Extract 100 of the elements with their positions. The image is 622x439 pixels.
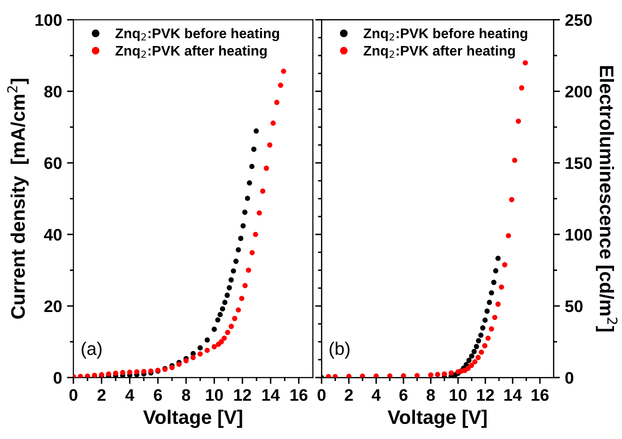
point xyxy=(374,374,379,378)
point xyxy=(502,262,508,268)
point xyxy=(249,164,254,170)
point xyxy=(280,68,286,74)
x-tick-label: 4 xyxy=(125,389,134,401)
point xyxy=(509,197,514,202)
point xyxy=(239,296,244,302)
x-axis-title: Voltage [V] xyxy=(388,410,487,428)
point xyxy=(474,344,480,350)
point xyxy=(274,100,280,105)
point xyxy=(224,292,230,298)
x-tick-label: 6 xyxy=(154,389,162,401)
x-tick-label: 10 xyxy=(206,389,223,401)
y-tick-label: 40 xyxy=(44,228,62,241)
point xyxy=(476,338,482,344)
point xyxy=(252,232,258,238)
y2-tick-label: 200 xyxy=(565,86,592,98)
point xyxy=(270,120,276,126)
point xyxy=(222,300,228,306)
x-tick-label: 10 xyxy=(450,389,467,401)
point xyxy=(220,306,226,312)
point xyxy=(326,374,331,378)
point xyxy=(332,374,338,378)
point xyxy=(232,316,238,322)
point xyxy=(484,308,490,314)
point xyxy=(254,128,259,134)
point xyxy=(264,166,269,171)
point xyxy=(472,348,477,354)
y2-tick-label: 250 xyxy=(565,14,592,26)
y2-tick-label: 0 xyxy=(565,372,574,384)
point xyxy=(256,210,262,216)
x-tick-label: 2 xyxy=(98,389,106,401)
point xyxy=(183,358,189,364)
point xyxy=(428,372,434,378)
point xyxy=(414,372,420,378)
point xyxy=(522,60,528,66)
point xyxy=(198,351,203,357)
point xyxy=(240,223,246,228)
point xyxy=(215,317,220,323)
point xyxy=(466,366,471,371)
point xyxy=(204,337,210,343)
x-tick-label: 12 xyxy=(477,389,494,401)
y-tick-label: 0 xyxy=(54,372,62,384)
point xyxy=(246,180,252,186)
point xyxy=(218,312,223,318)
point xyxy=(498,284,504,290)
point xyxy=(244,196,250,201)
point xyxy=(482,318,488,323)
point xyxy=(141,368,146,374)
y-tick-label: 100 xyxy=(36,14,62,26)
point xyxy=(466,358,472,363)
point xyxy=(442,371,447,377)
x-tick-label: 8 xyxy=(182,389,190,401)
point xyxy=(212,326,217,332)
point xyxy=(472,359,478,364)
x-tick-label: 16 xyxy=(290,389,308,401)
point xyxy=(495,302,501,307)
legend-label: Znq$_{2}$:PVK after heating xyxy=(115,45,267,58)
point xyxy=(228,277,234,282)
x-tick-label: 8 xyxy=(426,389,435,401)
point xyxy=(488,326,494,332)
point xyxy=(190,354,196,360)
x-tick-label: 14 xyxy=(262,389,280,401)
point xyxy=(485,336,491,341)
point xyxy=(346,374,352,378)
point xyxy=(278,82,284,88)
point xyxy=(482,343,488,348)
legend-label: Znq$_{2}$:PVK after heating xyxy=(364,45,515,58)
point xyxy=(230,268,236,274)
point xyxy=(238,236,244,241)
point xyxy=(236,307,241,313)
point xyxy=(233,258,239,264)
annotation: (b) xyxy=(330,342,350,359)
point xyxy=(242,210,248,215)
point xyxy=(488,290,494,296)
point xyxy=(267,142,272,148)
point xyxy=(469,353,474,359)
point xyxy=(506,233,512,238)
point xyxy=(400,373,406,378)
y-axis-title: Current density [mA/cm$^{2}$] xyxy=(7,78,29,319)
point xyxy=(225,330,230,336)
y2-tick-label: 50 xyxy=(565,300,583,312)
point xyxy=(516,118,521,124)
y-tick-label: 20 xyxy=(44,300,62,312)
point xyxy=(493,268,498,274)
point xyxy=(519,85,524,90)
point xyxy=(204,348,210,353)
point xyxy=(113,370,118,376)
x-tick-label: 14 xyxy=(504,389,522,401)
point xyxy=(492,314,498,320)
point xyxy=(434,372,440,378)
legend-label: Znq$_{2}$:PVK before heating xyxy=(115,28,280,42)
point xyxy=(198,345,203,350)
legend-label: Znq$_{2}$:PVK before heating xyxy=(364,28,528,42)
point xyxy=(251,146,256,152)
y2-axis-title: Electroluminescence [cd/m$^{2}$] xyxy=(596,66,618,332)
point xyxy=(106,371,112,377)
x-tick-label: 16 xyxy=(532,389,549,401)
x-tick-label: 0 xyxy=(69,389,78,401)
y2-tick-label: 100 xyxy=(566,228,592,241)
